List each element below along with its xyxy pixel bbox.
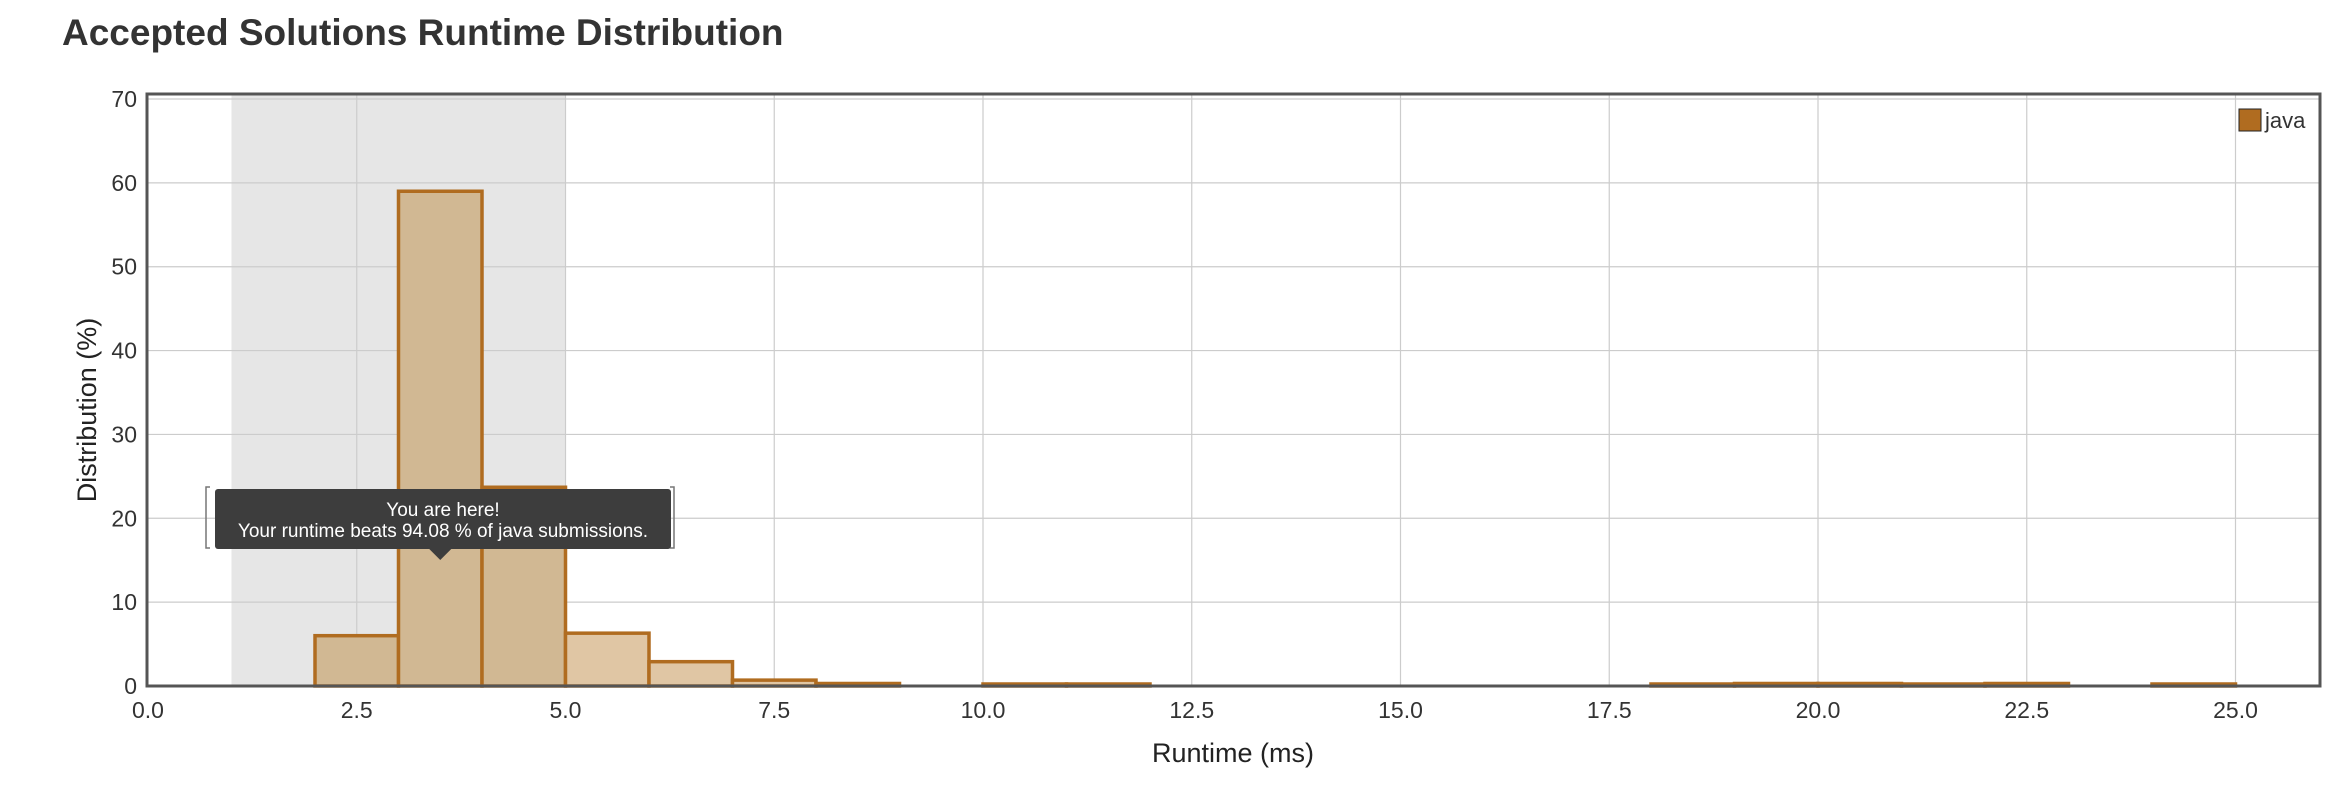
y-tick-label: 20 — [111, 505, 137, 531]
legend-swatch-java — [2238, 108, 2262, 132]
x-tick-label: 20.0 — [1796, 697, 1841, 723]
y-tick-label: 50 — [111, 254, 137, 280]
tooltip-bracket-left — [205, 486, 210, 549]
x-tick-label: 12.5 — [1169, 697, 1214, 723]
legend[interactable]: java — [2238, 108, 2306, 133]
y-tick-label: 60 — [111, 170, 137, 196]
x-tick-label: 22.5 — [2004, 697, 2049, 723]
runtime-tooltip: You are here! Your runtime beats 94.08 %… — [205, 486, 675, 560]
x-axis-label: Runtime (ms) — [1152, 738, 1314, 768]
x-tick-label: 5.0 — [550, 697, 582, 723]
page-title: Accepted Solutions Runtime Distribution — [62, 12, 784, 53]
tooltip-pointer — [428, 548, 453, 560]
y-axis-ticks: 0 10 20 30 40 50 60 70 — [111, 86, 137, 699]
histogram-bar[interactable] — [563, 631, 651, 688]
histogram-bar[interactable] — [647, 659, 735, 688]
x-tick-label: 2.5 — [341, 697, 373, 723]
histogram-bar[interactable] — [396, 189, 484, 688]
tooltip-box — [215, 489, 671, 549]
tooltip-line-1: You are here! — [386, 500, 499, 521]
x-axis-ticks: 0.0 2.5 5.0 7.5 10.0 12.5 15.0 17.5 20.0 22.5 25.0 — [132, 697, 2258, 723]
y-tick-label: 10 — [111, 589, 137, 615]
x-tick-label: 25.0 — [2213, 697, 2258, 723]
x-tick-label: 7.5 — [758, 697, 790, 723]
tooltip-line-2: Your runtime beats 94.08 % of java submi… — [238, 521, 648, 542]
y-tick-label: 70 — [111, 86, 137, 112]
x-tick-label: 10.0 — [961, 697, 1006, 723]
x-tick-label: 15.0 — [1378, 697, 1423, 723]
x-tick-label: 0.0 — [132, 697, 164, 723]
y-tick-label: 0 — [124, 673, 137, 699]
y-tick-label: 40 — [111, 338, 137, 364]
histogram-bar[interactable] — [313, 633, 401, 688]
x-tick-label: 17.5 — [1587, 697, 1632, 723]
y-tick-label: 30 — [111, 421, 137, 447]
tooltip-bracket-right — [670, 486, 675, 549]
y-axis-label: Distribution (%) — [72, 318, 102, 503]
plot-frame — [145, 92, 2322, 688]
legend-label-java: java — [2264, 108, 2306, 133]
